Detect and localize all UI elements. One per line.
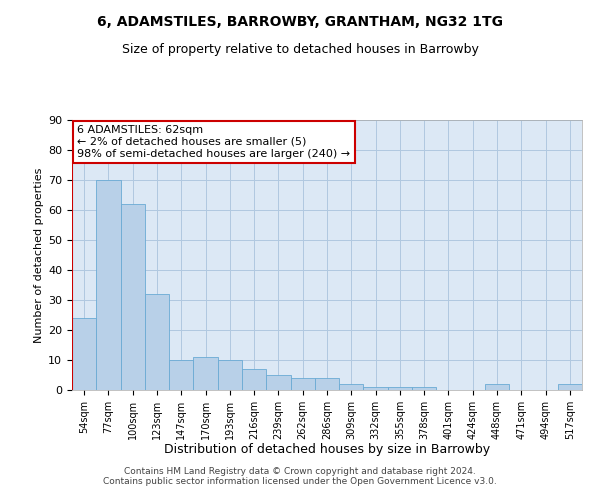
Bar xyxy=(315,378,339,390)
Bar xyxy=(558,384,582,390)
Bar xyxy=(96,180,121,390)
Text: Contains HM Land Registry data © Crown copyright and database right 2024.: Contains HM Land Registry data © Crown c… xyxy=(124,467,476,476)
Y-axis label: Number of detached properties: Number of detached properties xyxy=(34,168,44,342)
Text: 6 ADAMSTILES: 62sqm
← 2% of detached houses are smaller (5)
98% of semi-detached: 6 ADAMSTILES: 62sqm ← 2% of detached hou… xyxy=(77,126,350,158)
Bar xyxy=(339,384,364,390)
Bar xyxy=(242,369,266,390)
Text: 6, ADAMSTILES, BARROWBY, GRANTHAM, NG32 1TG: 6, ADAMSTILES, BARROWBY, GRANTHAM, NG32 … xyxy=(97,15,503,29)
Bar xyxy=(121,204,145,390)
Bar xyxy=(290,378,315,390)
Bar xyxy=(388,387,412,390)
Bar xyxy=(412,387,436,390)
Bar xyxy=(145,294,169,390)
Bar xyxy=(266,375,290,390)
Bar xyxy=(72,318,96,390)
Bar xyxy=(193,357,218,390)
X-axis label: Distribution of detached houses by size in Barrowby: Distribution of detached houses by size … xyxy=(164,444,490,456)
Text: Contains public sector information licensed under the Open Government Licence v3: Contains public sector information licen… xyxy=(103,477,497,486)
Bar xyxy=(169,360,193,390)
Text: Size of property relative to detached houses in Barrowby: Size of property relative to detached ho… xyxy=(122,42,478,56)
Bar xyxy=(364,387,388,390)
Bar xyxy=(218,360,242,390)
Bar xyxy=(485,384,509,390)
